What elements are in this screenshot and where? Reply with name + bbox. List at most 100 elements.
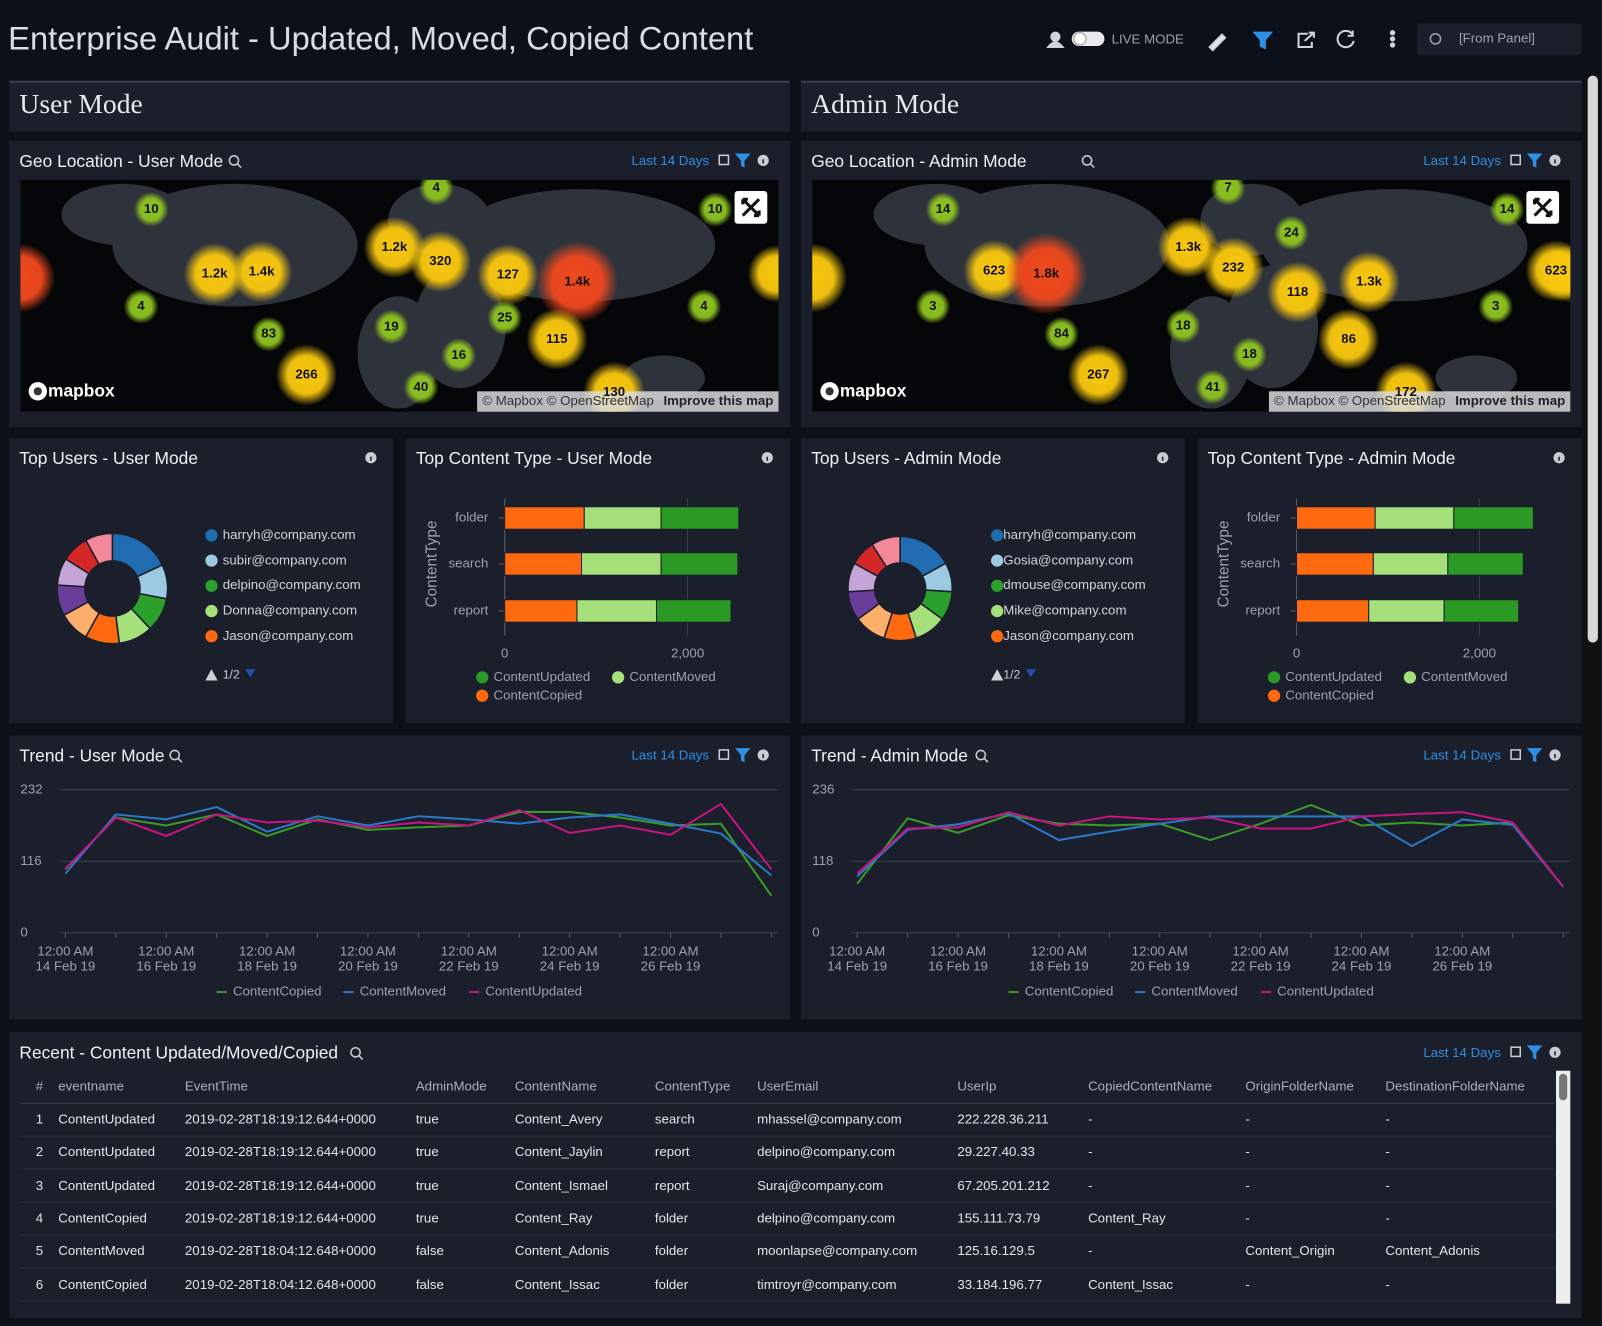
cluster-label: 1.2k (201, 265, 228, 281)
time-picker[interactable] (1417, 23, 1582, 56)
cluster-label: 1.4k (564, 273, 591, 289)
panel-icons[interactable] (1510, 748, 1561, 763)
map-cluster[interactable] (487, 300, 523, 336)
map-cluster[interactable] (1067, 344, 1129, 406)
map-cluster[interactable] (230, 241, 293, 303)
cluster-label: 4 (700, 297, 708, 314)
donut-slice (84, 532, 114, 566)
cluster-label: 10 (143, 200, 159, 217)
map-cluster[interactable] (1210, 171, 1246, 206)
map-cluster[interactable] (275, 344, 338, 406)
table-cell: true (415, 1144, 439, 1160)
time-range-link: Last 14 Days (1423, 747, 1501, 763)
map-cluster[interactable] (1478, 289, 1514, 324)
map-cluster[interactable] (1195, 369, 1231, 405)
x-tick-label: 12:00 AM 14 Feb 19 (827, 943, 888, 974)
pager-down[interactable] (245, 669, 256, 678)
time-range[interactable]: [From Panel] (1458, 30, 1535, 46)
table-cell: 2019-02-28T18:04:12.648+0000 (184, 1243, 376, 1259)
table-cell: folder (654, 1243, 689, 1259)
panel-icons[interactable] (1510, 153, 1561, 168)
legend-label: Gosia@company.com (1003, 551, 1134, 568)
icon-zoom (358, 1055, 364, 1061)
icon-zoom[interactable] (228, 155, 242, 169)
scroll-thumb[interactable] (1587, 75, 1598, 643)
panel-icons[interactable] (761, 452, 773, 464)
icon-copy (718, 749, 730, 760)
map-cluster-edge (812, 243, 847, 313)
legend-swatch (991, 604, 1004, 618)
map-cluster[interactable] (915, 289, 951, 324)
map-cluster[interactable] (251, 316, 287, 352)
panel-icons[interactable] (1510, 1045, 1561, 1060)
cluster-label: 127 (496, 266, 519, 282)
time-range-link: Last 14 Days (631, 747, 710, 763)
map-cluster[interactable] (1202, 237, 1264, 299)
panel-icons[interactable] (1157, 452, 1169, 464)
pager-down[interactable] (1025, 669, 1036, 678)
cluster-label: 1.3k (1356, 273, 1382, 289)
table-cell: delpino@company.com (757, 1210, 896, 1226)
map-cluster[interactable] (1489, 192, 1525, 227)
x-tick-label: 12:00 AM 24 Feb 19 (1331, 943, 1392, 974)
map-cluster[interactable] (1232, 337, 1267, 372)
icon-zoom[interactable] (1081, 155, 1095, 169)
scrollbar[interactable] (1585, 71, 1600, 1324)
land (1435, 355, 1518, 401)
map-cluster[interactable] (526, 308, 588, 370)
trend-line (64, 805, 773, 877)
map-cluster[interactable] (1338, 251, 1400, 313)
legend-label: ContentMoved (359, 983, 447, 999)
table-cell: 2019-02-28T18:19:12.644+0000 (184, 1144, 376, 1160)
donut-slice (871, 535, 901, 568)
table-scroll-thumb[interactable] (1559, 1073, 1568, 1101)
pager-up[interactable] (991, 669, 1004, 681)
map-cluster[interactable] (1005, 232, 1088, 315)
map-cluster[interactable] (925, 192, 961, 227)
map-cluster[interactable] (403, 369, 439, 405)
table-cell: - (1385, 1177, 1390, 1193)
map-cluster[interactable] (363, 216, 426, 278)
map-cluster-edge (747, 245, 779, 303)
live-mode-label[interactable]: LIVE MODE (1111, 31, 1184, 47)
column-header: AdminMode (415, 1078, 487, 1094)
cluster-label: 18 (1175, 317, 1191, 333)
map-cluster[interactable] (1165, 308, 1201, 344)
section-title: User Mode (19, 88, 143, 120)
map-cluster[interactable] (409, 230, 471, 293)
y-tick-label: 116 (20, 852, 42, 868)
icon-zoom[interactable] (975, 749, 989, 763)
column-header: # (35, 1078, 44, 1094)
map-cluster[interactable] (373, 309, 409, 345)
table-cell: 6 (35, 1276, 44, 1292)
map-cluster[interactable] (1044, 316, 1079, 352)
map-cluster[interactable] (123, 289, 159, 324)
map-cluster[interactable] (477, 244, 539, 306)
panel-icons[interactable] (365, 452, 377, 464)
map-cluster[interactable] (1266, 261, 1329, 323)
icon-zoom[interactable] (350, 1046, 364, 1061)
map-cluster[interactable] (183, 243, 246, 305)
panel-icons[interactable] (718, 153, 769, 168)
map-cluster[interactable] (1317, 308, 1380, 370)
panel-title: Geo Location - Admin Mode (811, 151, 1027, 171)
map-cluster[interactable] (697, 192, 733, 227)
panel-icons[interactable] (1553, 452, 1565, 464)
bar-segment (1372, 552, 1449, 576)
map-cluster[interactable] (1525, 240, 1586, 302)
map-cluster[interactable] (536, 241, 619, 323)
map-cluster[interactable] (133, 192, 169, 227)
map-cluster[interactable] (686, 289, 722, 324)
map-cluster[interactable] (418, 171, 454, 206)
map-cluster[interactable] (441, 338, 477, 373)
pager-up[interactable] (205, 669, 218, 681)
icon-zoom (983, 758, 989, 763)
header-icons[interactable] (1046, 29, 1442, 52)
icon-zoom[interactable] (169, 749, 183, 763)
legend-label: Mike@company.com (1003, 602, 1127, 618)
map-cluster[interactable] (1274, 215, 1309, 251)
section-bar (800, 80, 1582, 132)
x-tick-label: 12:00 AM 22 Feb 19 (1230, 943, 1291, 974)
table-cell: Content_Ismael (514, 1177, 608, 1193)
panel-icons[interactable] (718, 748, 769, 763)
